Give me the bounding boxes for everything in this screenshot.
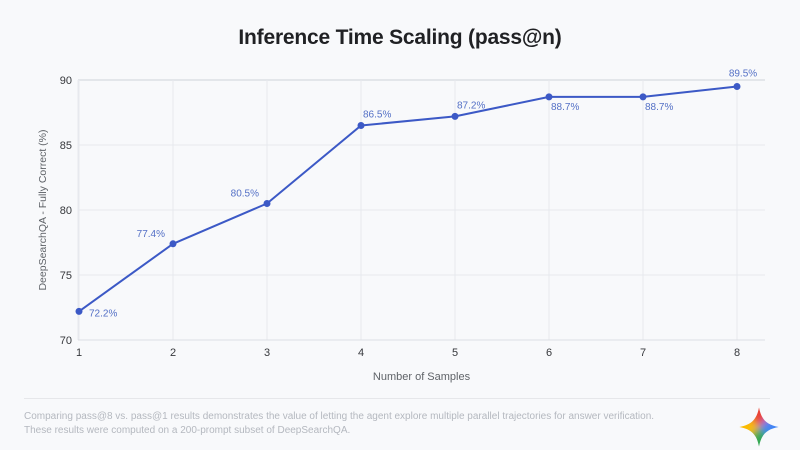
chart-title: Inference Time Scaling (pass@n) bbox=[238, 26, 562, 49]
x-tick-label: 4 bbox=[358, 347, 364, 359]
x-tick-label: 8 bbox=[734, 347, 740, 359]
data-point bbox=[639, 93, 647, 101]
data-point-label: 77.4% bbox=[137, 229, 165, 240]
sparkle-left bbox=[739, 407, 759, 447]
data-point-label: 89.5% bbox=[729, 69, 757, 80]
series-line bbox=[78, 85, 738, 313]
x-tick-label: 2 bbox=[170, 347, 176, 359]
y-tick-label: 75 bbox=[60, 270, 72, 282]
y-tick-label: 90 bbox=[60, 75, 72, 87]
x-tick-label: 1 bbox=[76, 347, 82, 359]
y-tick-label: 80 bbox=[60, 205, 72, 217]
footer-note-line1: Comparing pass@8 vs. pass@1 results demo… bbox=[24, 411, 655, 422]
y-axis-title: DeepSearchQA - Fully Correct (%) bbox=[37, 129, 49, 290]
sparkle-top bbox=[739, 407, 779, 427]
data-point-label: 88.7% bbox=[551, 102, 579, 113]
x-tick-label: 5 bbox=[452, 347, 458, 359]
data-point-label: 80.5% bbox=[231, 189, 259, 200]
x-axis-title: Number of Samples bbox=[373, 371, 471, 383]
data-point-label: 88.7% bbox=[645, 102, 673, 113]
data-point bbox=[733, 83, 741, 90]
x-tick-label: 7 bbox=[640, 347, 646, 359]
data-point bbox=[545, 93, 553, 101]
footer-divider bbox=[24, 398, 770, 399]
data-point bbox=[451, 112, 459, 120]
sparkle-bottom bbox=[739, 427, 779, 447]
data-point-label: 86.5% bbox=[363, 110, 391, 121]
footer-note-line2: These results were computed on a 200-pro… bbox=[24, 424, 351, 436]
data-point bbox=[263, 200, 271, 207]
x-tick-label: 3 bbox=[264, 347, 270, 359]
data-point bbox=[169, 240, 177, 248]
data-point bbox=[357, 122, 365, 129]
x-tick-label: 6 bbox=[546, 347, 552, 359]
sparkle-right bbox=[759, 407, 779, 447]
data-point-label: 72.2% bbox=[89, 308, 117, 319]
y-tick-label: 85 bbox=[60, 140, 72, 152]
data-point-label: 87.2% bbox=[457, 100, 485, 111]
y-tick-label: 70 bbox=[60, 335, 72, 347]
data-point bbox=[75, 307, 83, 315]
footer-note: Comparing pass@8 vs. pass@1 results demo… bbox=[24, 410, 704, 437]
gemini-sparkle-icon bbox=[739, 407, 779, 447]
